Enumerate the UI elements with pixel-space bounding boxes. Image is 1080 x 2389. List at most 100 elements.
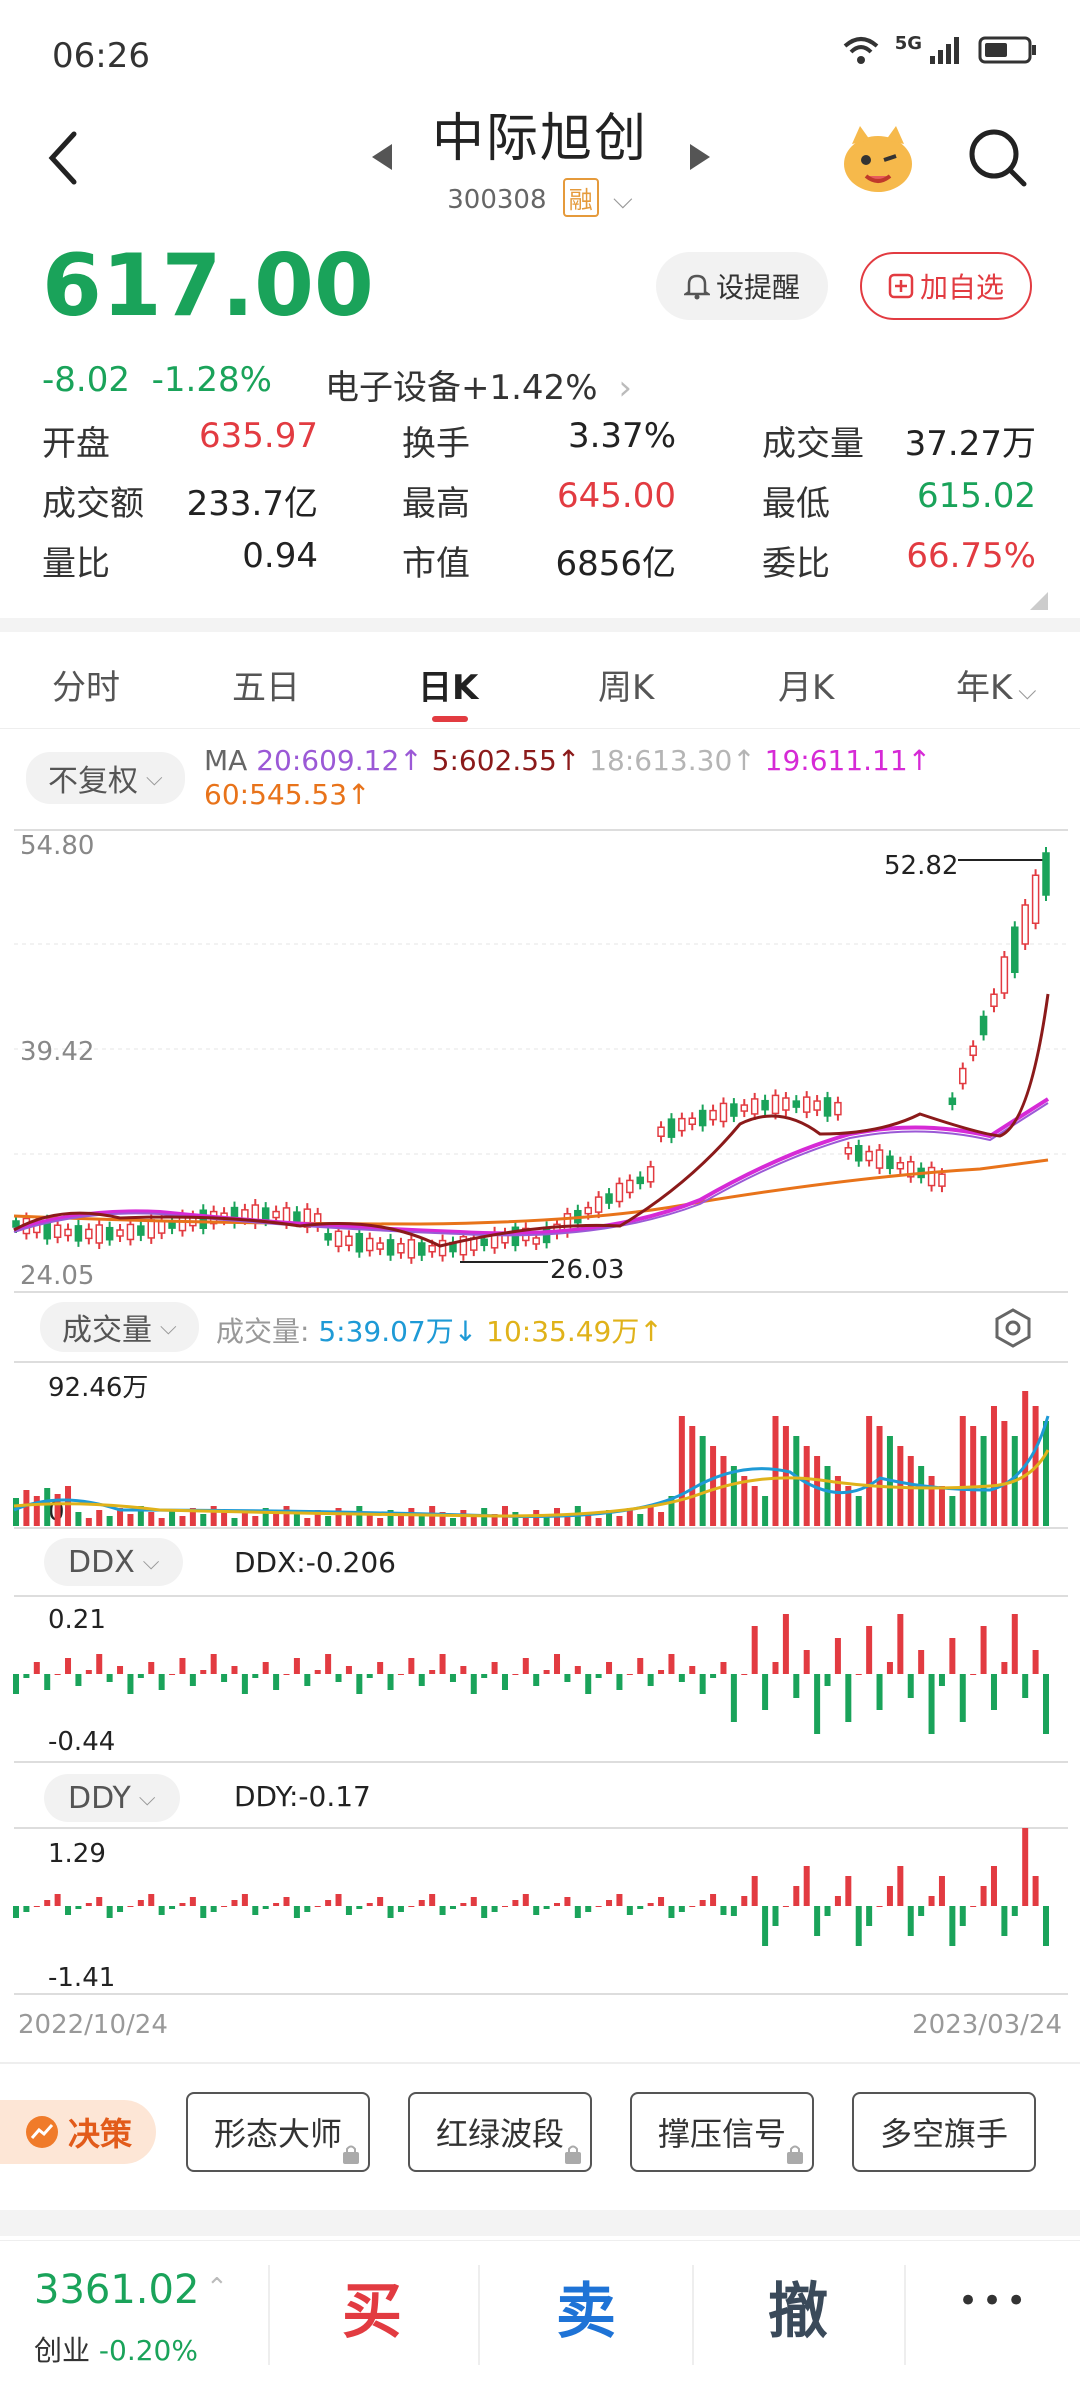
indicator-bar [647, 1674, 654, 1686]
indicator-bar [741, 1674, 748, 1675]
stat-value: 233.7亿 [186, 484, 318, 524]
indicator-bar [44, 1488, 51, 1526]
indicator-bar [377, 1897, 384, 1906]
sell-button[interactable]: 卖 [556, 2277, 616, 2347]
indicator-bar [595, 1906, 602, 1907]
indicator-bar [262, 1662, 269, 1674]
set-alert-button[interactable]: 设提醒 [656, 252, 828, 320]
indicator-bar [710, 1894, 717, 1906]
buy-button[interactable]: 买 [342, 2277, 402, 2347]
indicator-bar [241, 1510, 248, 1526]
ddx-top-label: 0.21 [48, 1605, 106, 1635]
candles [12, 847, 1050, 1264]
network-label: 5G [894, 32, 922, 54]
tab-week-k[interactable]: 周K [598, 668, 655, 708]
add-watchlist-button[interactable]: 加自选 [860, 252, 1032, 320]
indicator-bar [283, 1897, 290, 1906]
indicator-bar [252, 1516, 259, 1526]
indicator-bar [928, 1896, 935, 1906]
indicator-bar [762, 1906, 769, 1946]
prev-stock-icon[interactable] [370, 142, 394, 172]
period-tabs: 分时 五日 日K 周K 月K 年K ⌵ [0, 632, 1080, 729]
indicator-bar [345, 1666, 352, 1674]
tool-support-signal[interactable]: 撑压信号 [630, 2092, 814, 2172]
index-value[interactable]: 3361.02 [34, 2267, 200, 2313]
indicator-bar [626, 1674, 633, 1675]
ddy-chart[interactable]: 1.29 -1.41 [0, 1826, 1080, 1996]
tab-year-k[interactable]: 年K ⌵ [956, 660, 1037, 709]
cancel-order-button[interactable]: 撤 [768, 2277, 828, 2347]
back-icon[interactable] [44, 128, 84, 188]
indicator-bar [907, 1906, 914, 1936]
settings-hex-icon[interactable] [994, 1308, 1032, 1348]
indicator-bar [54, 1894, 61, 1906]
chevron-up-icon[interactable]: ⌃ [206, 2273, 228, 2303]
candle [802, 1096, 811, 1113]
tab-day-k[interactable]: 日K [418, 668, 479, 708]
change-percent: -1.28% [151, 360, 272, 400]
stat-value: 37.27万 [904, 424, 1036, 464]
tab-month-k[interactable]: 月K [778, 668, 835, 708]
tool-pattern-master[interactable]: 形态大师 [186, 2092, 370, 2172]
indicator-bar [1022, 1828, 1029, 1906]
indicator-bar [377, 1518, 384, 1526]
indicator-bar [897, 1614, 904, 1674]
sector-link[interactable]: 电子设备+1.42% › [325, 360, 632, 409]
ma-prefix: MA [204, 744, 248, 777]
candle [896, 1162, 905, 1170]
tool-bull-bear-flag[interactable]: 多空旗手 [852, 2092, 1036, 2172]
indicator-bar [117, 1906, 124, 1912]
ddx-value: DDX:-0.206 [234, 1546, 396, 1579]
more-button[interactable]: ••• [958, 2281, 1031, 2321]
indicator-bar [668, 1496, 675, 1526]
ddx-select[interactable]: DDX ⌵ [44, 1538, 184, 1586]
next-stock-icon[interactable] [688, 142, 712, 172]
indicator-bar [699, 1436, 706, 1526]
kline-chart[interactable]: 54.80 39.42 24.05 52.82 26.03 [0, 824, 1080, 1294]
indicator-bar [470, 1674, 477, 1694]
indicator-bar [241, 1894, 248, 1906]
indicator-bar [304, 1906, 311, 1912]
divider [904, 2265, 906, 2365]
mascot-icon[interactable] [838, 118, 918, 198]
indicator-bar [543, 1670, 550, 1674]
indicator-bar [959, 1416, 966, 1526]
indicator-bar [855, 1906, 862, 1946]
tool-red-green-wave[interactable]: 红绿波段 [408, 2092, 592, 2172]
adjust-select[interactable]: 不复权 ⌵ [26, 752, 185, 804]
ma5-value: 5:602.55↑ [431, 744, 581, 777]
candle [927, 1166, 936, 1187]
volume-legend-label: 成交量: [216, 1315, 310, 1348]
candle [667, 1118, 676, 1138]
indicator-bar [85, 1670, 92, 1674]
candle [615, 1182, 624, 1203]
ma5-line [13, 993, 1050, 1248]
indicator-bar [918, 1906, 925, 1916]
stock-code-line: 300308 融 ⌵ [0, 178, 1080, 217]
candle [64, 1228, 72, 1237]
stat-value: 66.75% [906, 536, 1036, 576]
ddy-select[interactable]: DDY ⌵ [44, 1774, 180, 1822]
ddx-chart[interactable]: 0.21 -0.44 [0, 1594, 1080, 1764]
chevron-down-icon[interactable]: ⌵ [613, 185, 633, 215]
candle [1011, 926, 1019, 974]
candle [771, 1094, 780, 1115]
tab-minute[interactable]: 分时 [52, 668, 120, 708]
stat-value: 6856亿 [555, 544, 676, 584]
volume-chart[interactable]: 92.46万 0 [0, 1360, 1080, 1530]
indicator-bar [449, 1518, 456, 1526]
tool-label: 撑压信号 [657, 2115, 786, 2153]
indicator-bar [866, 1626, 873, 1674]
indicator-bar [512, 1512, 519, 1526]
search-icon[interactable] [966, 126, 1030, 190]
indicator-bar [304, 1674, 311, 1686]
decision-button[interactable]: 决策 [0, 2100, 156, 2164]
expand-corner-icon[interactable] [1030, 592, 1048, 610]
volume-select[interactable]: 成交量 ⌵ [40, 1302, 199, 1352]
bell-icon [683, 274, 710, 300]
candle [979, 1015, 988, 1036]
candle [1042, 852, 1050, 896]
ddy-value: DDY:-0.17 [234, 1780, 371, 1813]
tab-five-day[interactable]: 五日 [232, 668, 300, 708]
indicator-bar [252, 1674, 259, 1678]
